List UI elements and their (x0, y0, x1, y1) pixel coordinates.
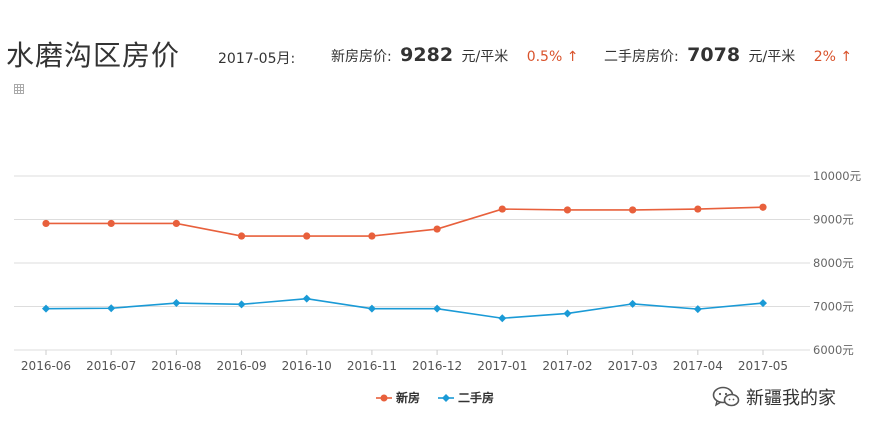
data-point (563, 309, 572, 318)
data-point (759, 299, 767, 308)
data-point (628, 299, 637, 308)
data-point (629, 206, 637, 214)
data-point (42, 304, 50, 313)
data-point (368, 232, 376, 240)
new-price-unit: 元/平米 (461, 49, 509, 65)
data-point (498, 314, 507, 323)
data-point (433, 304, 442, 313)
new-price-info: 新房房价: 9282 元/平米 0.5% ↑ (331, 44, 578, 66)
x-tick-label: 2016-09 (216, 359, 266, 373)
legend-label: 二手房 (458, 390, 494, 405)
used-price-value: 7078 (687, 44, 741, 66)
new-price-label: 新房房价: (331, 49, 392, 65)
y-tick-label: 6000元 (813, 343, 854, 357)
data-point (367, 304, 376, 313)
table-icon[interactable] (14, 84, 24, 94)
data-point (693, 305, 702, 314)
y-tick-label: 9000元 (813, 213, 854, 227)
new-price-value: 9282 (400, 44, 454, 66)
legend-label: 新房 (396, 390, 420, 405)
y-tick-label: 7000元 (813, 300, 854, 314)
used-price-unit: 元/平米 (748, 49, 796, 65)
x-tick-label: 2017-01 (477, 359, 527, 373)
wechat-icon (712, 386, 740, 407)
used-price-info: 二手房房价: 7078 元/平米 2% ↑ (604, 44, 852, 66)
data-point (498, 205, 506, 213)
date-label: 2017-05月: (218, 51, 296, 67)
page-title: 水磨沟区房价 (6, 39, 181, 72)
data-point (42, 219, 50, 228)
x-tick-label: 2017-04 (673, 359, 723, 373)
x-tick-label: 2017-05 (738, 359, 788, 373)
x-tick-label: 2016-12 (412, 359, 462, 373)
data-point (302, 294, 311, 303)
data-point (759, 203, 767, 211)
x-tick-label: 2017-02 (542, 359, 592, 373)
data-point (107, 304, 116, 313)
watermark-text: 新疆我的家 (746, 388, 836, 409)
data-point (107, 219, 115, 228)
x-tick-label: 2017-03 (608, 359, 658, 373)
data-point (694, 205, 702, 213)
data-point (433, 225, 441, 233)
data-point (563, 206, 572, 214)
x-tick-label: 2016-06 (21, 359, 71, 373)
series-line (45, 297, 764, 320)
legend-marker (442, 394, 450, 402)
data-point (303, 232, 311, 240)
data-point (237, 300, 246, 309)
used-price-change: 2% ↑ (813, 49, 853, 65)
data-point (237, 232, 246, 240)
used-price-label: 二手房房价: (604, 49, 679, 65)
new-price-change: 0.5% ↑ (526, 49, 579, 65)
y-tick-label: 8000元 (813, 256, 854, 270)
legend-marker (380, 394, 388, 402)
x-tick-label: 2016-11 (347, 359, 397, 373)
x-tick-label: 2016-10 (282, 359, 332, 373)
x-tick-label: 2016-07 (86, 359, 136, 373)
data-point (172, 219, 180, 228)
watermark: 新疆我的家 (712, 384, 836, 410)
y-tick-label: 10000元 (813, 169, 862, 183)
series-line (46, 206, 764, 237)
x-tick-label: 2016-08 (151, 359, 201, 373)
data-point (172, 299, 181, 308)
